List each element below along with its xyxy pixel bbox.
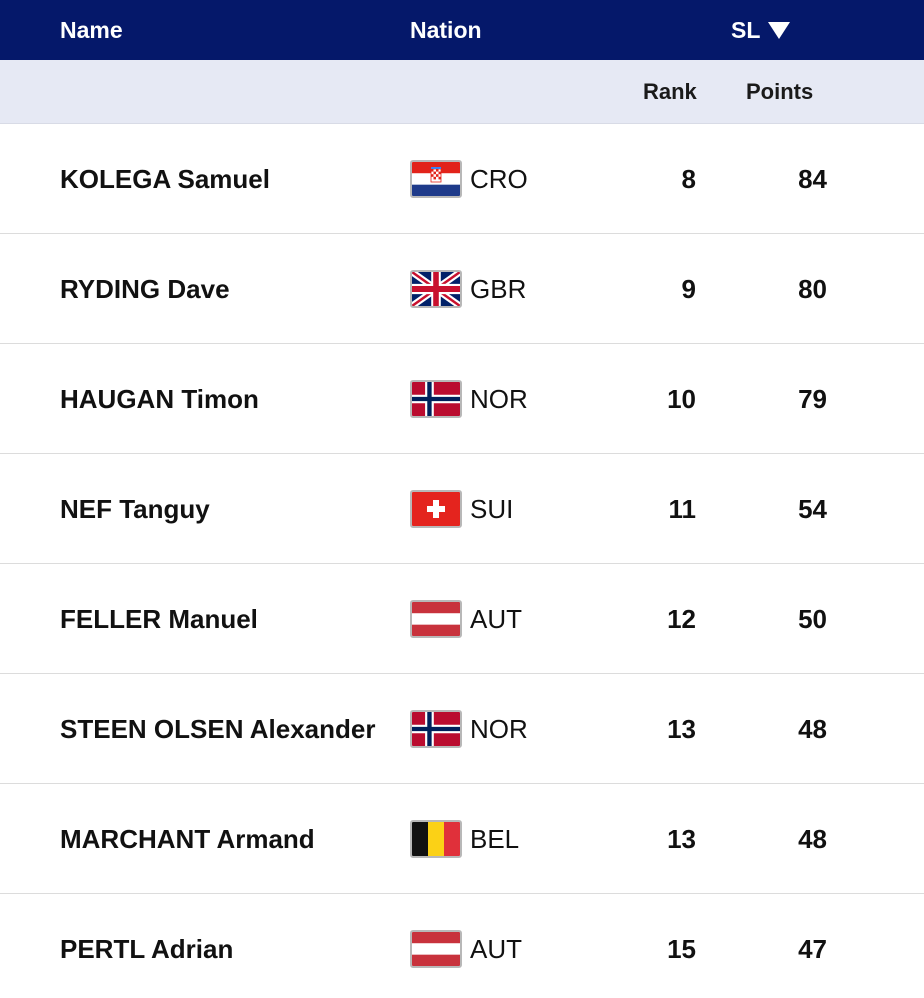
table-row[interactable]: HAUGAN Timon NOR 10 79 <box>0 344 924 454</box>
athlete-name[interactable]: KOLEGA Samuel <box>60 163 270 194</box>
nation-code: BEL <box>470 823 520 854</box>
points-value: 80 <box>798 273 827 304</box>
austria-flag-icon <box>410 600 462 638</box>
rank-value: 9 <box>681 273 696 304</box>
athlete-nation: SUI <box>410 454 513 564</box>
athlete-name[interactable]: RYDING Dave <box>60 273 230 304</box>
points-value: 47 <box>798 933 827 964</box>
nation-code: NOR <box>470 383 528 414</box>
athlete-name[interactable]: STEEN OLSEN Alexander <box>60 713 376 744</box>
rank-value: 11 <box>668 493 697 524</box>
rank-value: 12 <box>667 603 696 634</box>
points-value: 50 <box>798 603 827 634</box>
nation-code: CRO <box>470 163 528 194</box>
column-header-name[interactable]: Name <box>60 17 123 43</box>
uk-flag-icon <box>410 270 462 308</box>
table-row[interactable]: RYDING Dave GBR 9 80 <box>0 234 924 344</box>
athlete-nation: BEL <box>410 784 519 894</box>
points-value: 48 <box>798 823 827 854</box>
athlete-name[interactable]: HAUGAN Timon <box>60 383 259 414</box>
norway-flag-icon <box>410 380 462 418</box>
austria-flag-icon <box>410 930 462 968</box>
athlete-nation: NOR <box>410 344 528 454</box>
points-value: 48 <box>798 713 827 744</box>
results-table-body: KOLEGA Samuel CRO 8 84 RYDING Dave GBR 9… <box>0 124 924 998</box>
athlete-nation: NOR <box>410 674 528 784</box>
rank-value: 8 <box>681 163 696 194</box>
subheader-rank[interactable]: Rank <box>643 79 697 104</box>
column-header-sl[interactable]: SL <box>731 16 791 44</box>
table-row[interactable]: FELLER Manuel AUT 12 50 <box>0 564 924 674</box>
belgium-flag-icon <box>410 820 462 858</box>
subheader-points[interactable]: Points <box>746 79 814 104</box>
athlete-nation: CRO <box>410 124 528 234</box>
column-header-nation[interactable]: Nation <box>410 17 482 43</box>
table-row[interactable]: MARCHANT Armand BEL 13 48 <box>0 784 924 894</box>
points-value: 54 <box>798 493 827 524</box>
athlete-nation: AUT <box>410 564 522 674</box>
rank-value: 13 <box>667 713 696 744</box>
table-header: Name Nation SL <box>0 0 924 60</box>
table-row[interactable]: KOLEGA Samuel CRO 8 84 <box>0 124 924 234</box>
croatia-flag-icon <box>410 160 462 198</box>
points-value: 79 <box>798 383 827 414</box>
table-row[interactable]: PERTL Adrian AUT 15 47 <box>0 894 924 998</box>
table-row[interactable]: STEEN OLSEN Alexander NOR 13 48 <box>0 674 924 784</box>
nation-code: NOR <box>470 713 528 744</box>
sort-descending-icon <box>768 21 791 39</box>
rank-value: 10 <box>667 383 696 414</box>
nation-code: AUT <box>470 933 522 964</box>
column-header-sl-label: SL <box>731 17 761 43</box>
norway-flag-icon <box>410 710 462 748</box>
table-subheader: Rank Points <box>0 60 924 124</box>
rank-value: 13 <box>667 823 696 854</box>
points-value: 84 <box>798 163 827 194</box>
nation-code: SUI <box>470 493 514 524</box>
athlete-nation: AUT <box>410 894 522 998</box>
nation-code: GBR <box>470 273 527 304</box>
athlete-name[interactable]: FELLER Manuel <box>60 603 258 634</box>
athlete-nation: GBR <box>410 234 526 344</box>
switzerland-flag-icon <box>410 490 462 528</box>
nation-code: AUT <box>470 603 522 634</box>
athlete-name[interactable]: NEF Tanguy <box>60 493 210 524</box>
table-row[interactable]: NEF Tanguy SUI 11 54 <box>0 454 924 564</box>
athlete-name[interactable]: PERTL Adrian <box>60 933 234 964</box>
rank-value: 15 <box>667 933 696 964</box>
athlete-name[interactable]: MARCHANT Armand <box>60 823 315 854</box>
